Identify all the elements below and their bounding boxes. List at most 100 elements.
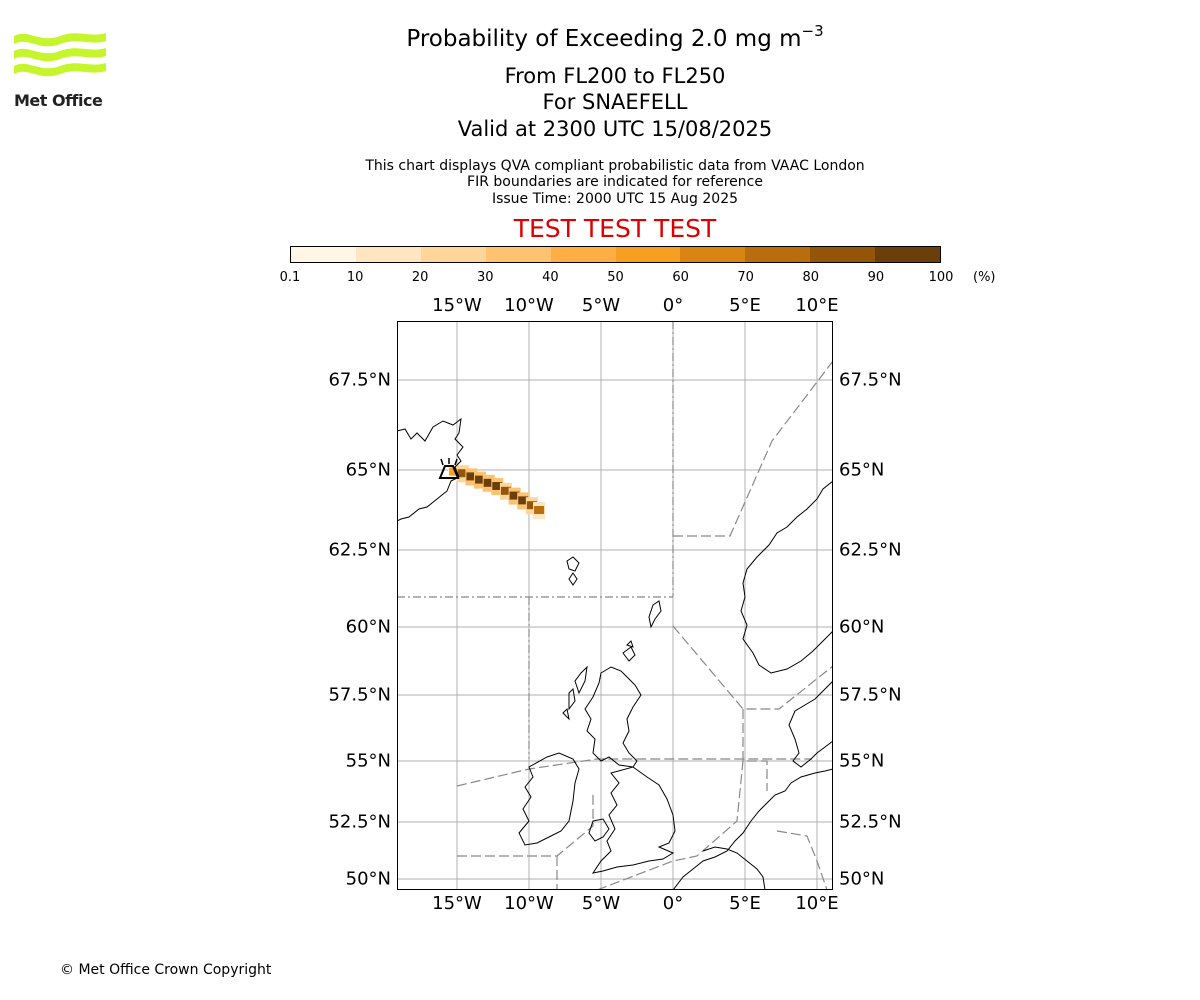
scotland-coast bbox=[584, 666, 642, 768]
longitude-label: 10°W bbox=[504, 893, 554, 914]
colorbar-segment bbox=[550, 247, 616, 262]
hebrides bbox=[562, 665, 588, 721]
colorbar-segment bbox=[810, 247, 876, 262]
fir-boundaries bbox=[397, 321, 833, 890]
latitude-label: 62.5°N bbox=[839, 539, 902, 561]
orkney bbox=[622, 640, 636, 662]
colorbar-unit: (%) bbox=[973, 270, 996, 285]
latitude-label: 55°N bbox=[345, 750, 391, 772]
fir-boundary bbox=[776, 830, 828, 890]
colorbar-tick-label: 50 bbox=[607, 270, 624, 285]
colorbar-tick-label: 60 bbox=[672, 270, 689, 285]
plume-cell bbox=[492, 482, 503, 490]
colorbar-segment bbox=[485, 247, 551, 262]
plume-cell bbox=[475, 475, 486, 484]
fir-boundary bbox=[596, 760, 744, 890]
latitude-label: 55°N bbox=[839, 750, 885, 772]
map-background bbox=[397, 321, 833, 890]
wales-coast bbox=[588, 818, 610, 842]
colorbar-segment bbox=[615, 247, 681, 262]
valid-time: Valid at 2300 UTC 15/08/2025 bbox=[457, 117, 773, 141]
colorbar-segment bbox=[355, 247, 421, 262]
title-exponent: −3 bbox=[801, 22, 824, 40]
plume-cell bbox=[466, 472, 477, 481]
latitude-label: 67.5°N bbox=[839, 369, 902, 391]
sweden-denmark-coast bbox=[788, 680, 833, 768]
plume-cell bbox=[449, 467, 460, 476]
longitude-label: 15°W bbox=[432, 295, 482, 316]
longitude-label: 10°E bbox=[795, 893, 839, 914]
colorbar-tick-label: 30 bbox=[477, 270, 494, 285]
latitude-label: 52.5°N bbox=[839, 811, 902, 833]
chart-title: Probability of Exceeding 2.0 mg m−3 bbox=[0, 22, 1200, 52]
ireland-coast bbox=[518, 752, 580, 846]
logo-text: Met Office bbox=[14, 91, 103, 110]
colorbar-tick-label: 80 bbox=[802, 270, 820, 285]
copyright: © Met Office Crown Copyright bbox=[60, 962, 272, 978]
iceland-coast bbox=[397, 417, 464, 522]
title-text: Probability of Exceeding 2.0 mg m bbox=[406, 26, 802, 52]
longitude-label: 10°E bbox=[795, 295, 839, 316]
colorbar-tick-label: 100 bbox=[928, 270, 954, 285]
longitude-label: 5°E bbox=[729, 893, 761, 914]
colorbar-segment bbox=[875, 247, 941, 262]
longitude-label: 10°W bbox=[504, 295, 554, 316]
fir-boundary bbox=[456, 758, 812, 787]
fir-boundary bbox=[673, 360, 833, 537]
latitude-label: 50°N bbox=[839, 868, 885, 890]
plume-cell bbox=[509, 491, 520, 500]
fir-boundary bbox=[742, 709, 768, 791]
plume-cell bbox=[483, 478, 494, 487]
latitude-label: 65°N bbox=[839, 459, 885, 481]
colorbar-segment bbox=[680, 247, 746, 262]
plume-cell bbox=[500, 486, 511, 495]
flight-level-range: From FL200 to FL250 bbox=[504, 64, 726, 88]
colorbar-tick-label: 40 bbox=[542, 270, 559, 285]
issue-time: Issue Time: 2000 UTC 15 Aug 2025 bbox=[491, 191, 739, 207]
fir-boundary bbox=[457, 791, 594, 857]
shetland bbox=[648, 600, 662, 629]
latitude-label: 65°N bbox=[345, 459, 391, 481]
latitude-label: 60°N bbox=[345, 616, 391, 638]
volcano-name: For SNAEFELL bbox=[542, 90, 688, 114]
latitude-label: 57.5°N bbox=[839, 684, 902, 706]
colorbar-tick-label: 90 bbox=[867, 270, 885, 285]
plume-cell bbox=[534, 506, 545, 514]
norway-coast bbox=[740, 480, 833, 674]
faroe-islands bbox=[566, 556, 580, 586]
colorbar-segment bbox=[745, 247, 811, 262]
plume-cell bbox=[526, 501, 537, 510]
latitude-label: 52.5°N bbox=[328, 811, 391, 833]
map-panel bbox=[397, 321, 833, 890]
plume-cell bbox=[518, 496, 529, 505]
latitude-label: 60°N bbox=[839, 616, 885, 638]
latitude-label: 50°N bbox=[345, 868, 391, 890]
continent-coast bbox=[672, 768, 833, 890]
longitude-label: 5°W bbox=[581, 295, 621, 316]
fir-boundary bbox=[672, 625, 833, 710]
colorbar-segment bbox=[291, 247, 356, 262]
latitude-label: 67.5°N bbox=[328, 369, 391, 391]
volcano-icon bbox=[438, 458, 460, 479]
longitude-label: 0° bbox=[662, 893, 684, 914]
continent-inland bbox=[702, 846, 766, 890]
longitude-label: 5°E bbox=[729, 295, 761, 316]
probability-colorbar bbox=[290, 246, 941, 263]
colorbar-tick-label: 0.1 bbox=[279, 270, 301, 285]
longitude-label: 15°W bbox=[432, 893, 482, 914]
fir-note: FIR boundaries are indicated for referen… bbox=[467, 174, 763, 190]
latitude-label: 57.5°N bbox=[328, 684, 391, 706]
colorbar-tick-label: 10 bbox=[346, 270, 364, 285]
ash-plume bbox=[448, 463, 546, 519]
latitude-label: 62.5°N bbox=[328, 539, 391, 561]
colorbar-segment bbox=[420, 247, 486, 262]
met-office-logo bbox=[14, 33, 106, 77]
longitude-label: 5°W bbox=[581, 893, 621, 914]
colorbar-tick-label: 20 bbox=[411, 270, 429, 285]
map-frame bbox=[397, 321, 833, 890]
test-banner: TEST TEST TEST bbox=[513, 214, 717, 243]
plume-cell bbox=[457, 469, 468, 478]
longitude-label: 0° bbox=[662, 295, 684, 316]
england-coast bbox=[591, 766, 676, 874]
coastlines bbox=[397, 417, 833, 890]
